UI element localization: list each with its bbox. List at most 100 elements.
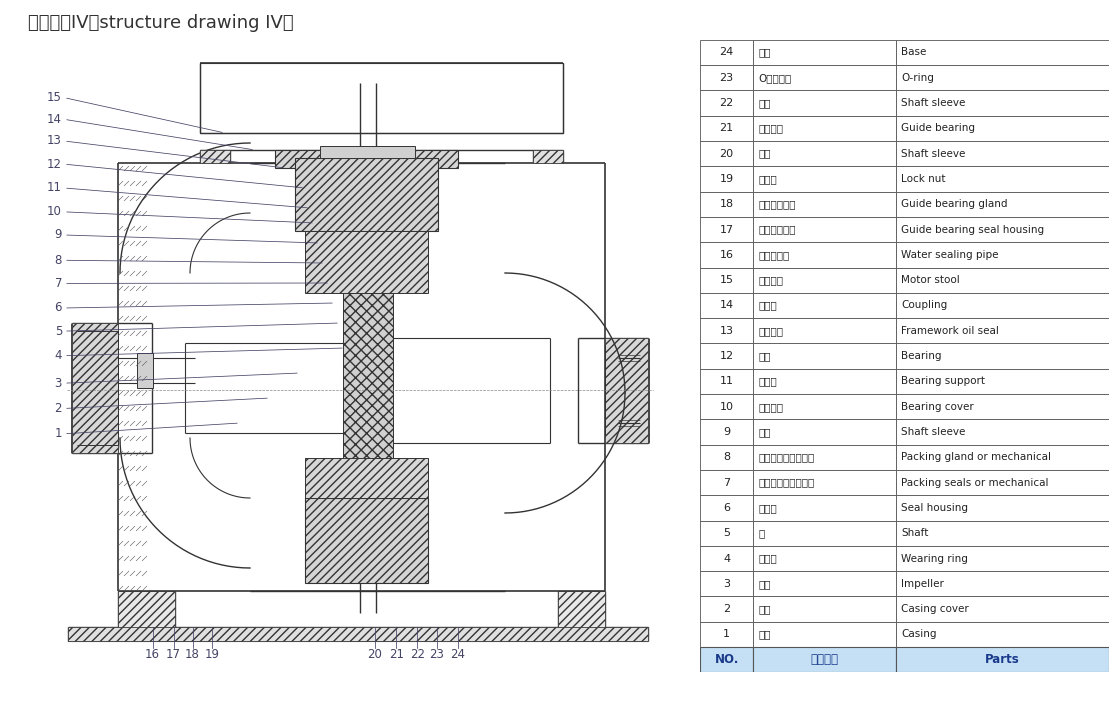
Text: Shaft: Shaft [902, 529, 928, 538]
Bar [700, 293, 753, 318]
Text: Lock nut: Lock nut [902, 174, 945, 184]
Text: O-ring: O-ring [902, 73, 934, 82]
Text: 1: 1 [724, 630, 730, 639]
Text: 导轴承密封体: 导轴承密封体 [758, 225, 795, 234]
Text: 机封压盖或填料压盖: 机封压盖或填料压盖 [758, 453, 814, 462]
Bar [753, 293, 896, 318]
Bar [700, 65, 753, 90]
Text: 10: 10 [47, 205, 62, 218]
Text: 13: 13 [719, 326, 734, 335]
Bar [896, 419, 1109, 445]
Bar [605, 338, 648, 443]
Text: 24: 24 [450, 649, 465, 662]
Text: 1: 1 [55, 427, 62, 440]
Bar [700, 116, 753, 141]
Text: 7: 7 [724, 478, 730, 487]
Bar [753, 521, 896, 546]
Bar [896, 369, 1109, 394]
Text: 泵体: 泵体 [758, 630, 771, 639]
Bar [68, 627, 648, 641]
Text: 8: 8 [724, 453, 730, 462]
Bar [753, 90, 896, 116]
Text: Guide bearing gland: Guide bearing gland [902, 200, 1008, 209]
Bar [700, 192, 753, 217]
Bar [753, 166, 896, 192]
Text: Shaft sleeve: Shaft sleeve [902, 149, 965, 158]
Text: 电机支座: 电机支座 [758, 275, 783, 285]
Text: Parts: Parts [986, 654, 1020, 666]
Bar [896, 596, 1109, 622]
Bar [753, 394, 896, 419]
Text: 6: 6 [724, 503, 730, 513]
Bar [896, 495, 1109, 521]
Text: 17: 17 [719, 225, 734, 234]
Bar [700, 394, 753, 419]
Bar [700, 343, 753, 369]
Bar [200, 63, 563, 133]
Text: 20: 20 [719, 149, 734, 158]
Text: 水导轴承压盖: 水导轴承压盖 [758, 200, 795, 209]
Text: Guide bearing: Guide bearing [902, 124, 976, 133]
Bar [896, 394, 1109, 419]
Bar [753, 141, 896, 166]
Bar [896, 116, 1109, 141]
Bar [700, 521, 753, 546]
Bar [896, 192, 1109, 217]
Bar [558, 591, 605, 627]
Text: 23: 23 [429, 649, 445, 662]
Bar [700, 419, 753, 445]
Bar [276, 150, 458, 168]
Bar [896, 217, 1109, 242]
Text: 20: 20 [367, 649, 382, 662]
Bar [700, 470, 753, 495]
Bar [533, 150, 563, 163]
Bar [753, 318, 896, 343]
Bar [753, 217, 896, 242]
Bar [700, 40, 753, 65]
Bar [753, 40, 896, 65]
Bar [753, 65, 896, 90]
Bar [700, 495, 753, 521]
Text: 4: 4 [724, 554, 730, 563]
Text: Base: Base [902, 48, 926, 57]
Text: 22: 22 [410, 649, 424, 662]
Text: Packing seals or mechanical: Packing seals or mechanical [902, 478, 1048, 487]
Bar [753, 116, 896, 141]
Text: NO.: NO. [715, 654, 739, 666]
Text: 22: 22 [719, 98, 734, 108]
Text: 联轴器: 联轴器 [758, 301, 777, 310]
Text: 11: 11 [719, 377, 734, 386]
Text: 18: 18 [185, 649, 200, 662]
Bar [700, 445, 753, 470]
Text: 机械密封或填料密封: 机械密封或填料密封 [758, 478, 814, 487]
Text: Bearing cover: Bearing cover [902, 402, 974, 411]
Text: 轴承压盖: 轴承压盖 [758, 402, 783, 411]
Bar [896, 647, 1109, 672]
Text: 18: 18 [719, 200, 734, 209]
Text: 19: 19 [719, 174, 734, 184]
Text: 15: 15 [719, 275, 734, 285]
Bar [896, 470, 1109, 495]
Text: 5: 5 [55, 325, 62, 338]
Bar [753, 419, 896, 445]
Bar [700, 268, 753, 293]
Text: 11: 11 [47, 181, 62, 194]
Text: 6: 6 [55, 301, 62, 315]
Text: Wearing ring: Wearing ring [902, 554, 968, 563]
Text: Packing gland or mechanical: Packing gland or mechanical [902, 453, 1052, 462]
Text: 16: 16 [719, 250, 734, 260]
Bar [896, 546, 1109, 571]
Text: 9: 9 [55, 228, 62, 241]
Bar [753, 369, 896, 394]
Text: 圆螺母: 圆螺母 [758, 174, 777, 184]
Bar [700, 369, 753, 394]
Bar [896, 571, 1109, 596]
Text: 17: 17 [166, 649, 181, 662]
Bar [700, 571, 753, 596]
Text: O型密封圈: O型密封圈 [758, 73, 792, 82]
Text: Water sealing pipe: Water sealing pipe [902, 250, 999, 260]
Text: 16: 16 [146, 649, 160, 662]
Bar [753, 192, 896, 217]
Text: 14: 14 [47, 113, 62, 126]
Bar [72, 323, 118, 453]
